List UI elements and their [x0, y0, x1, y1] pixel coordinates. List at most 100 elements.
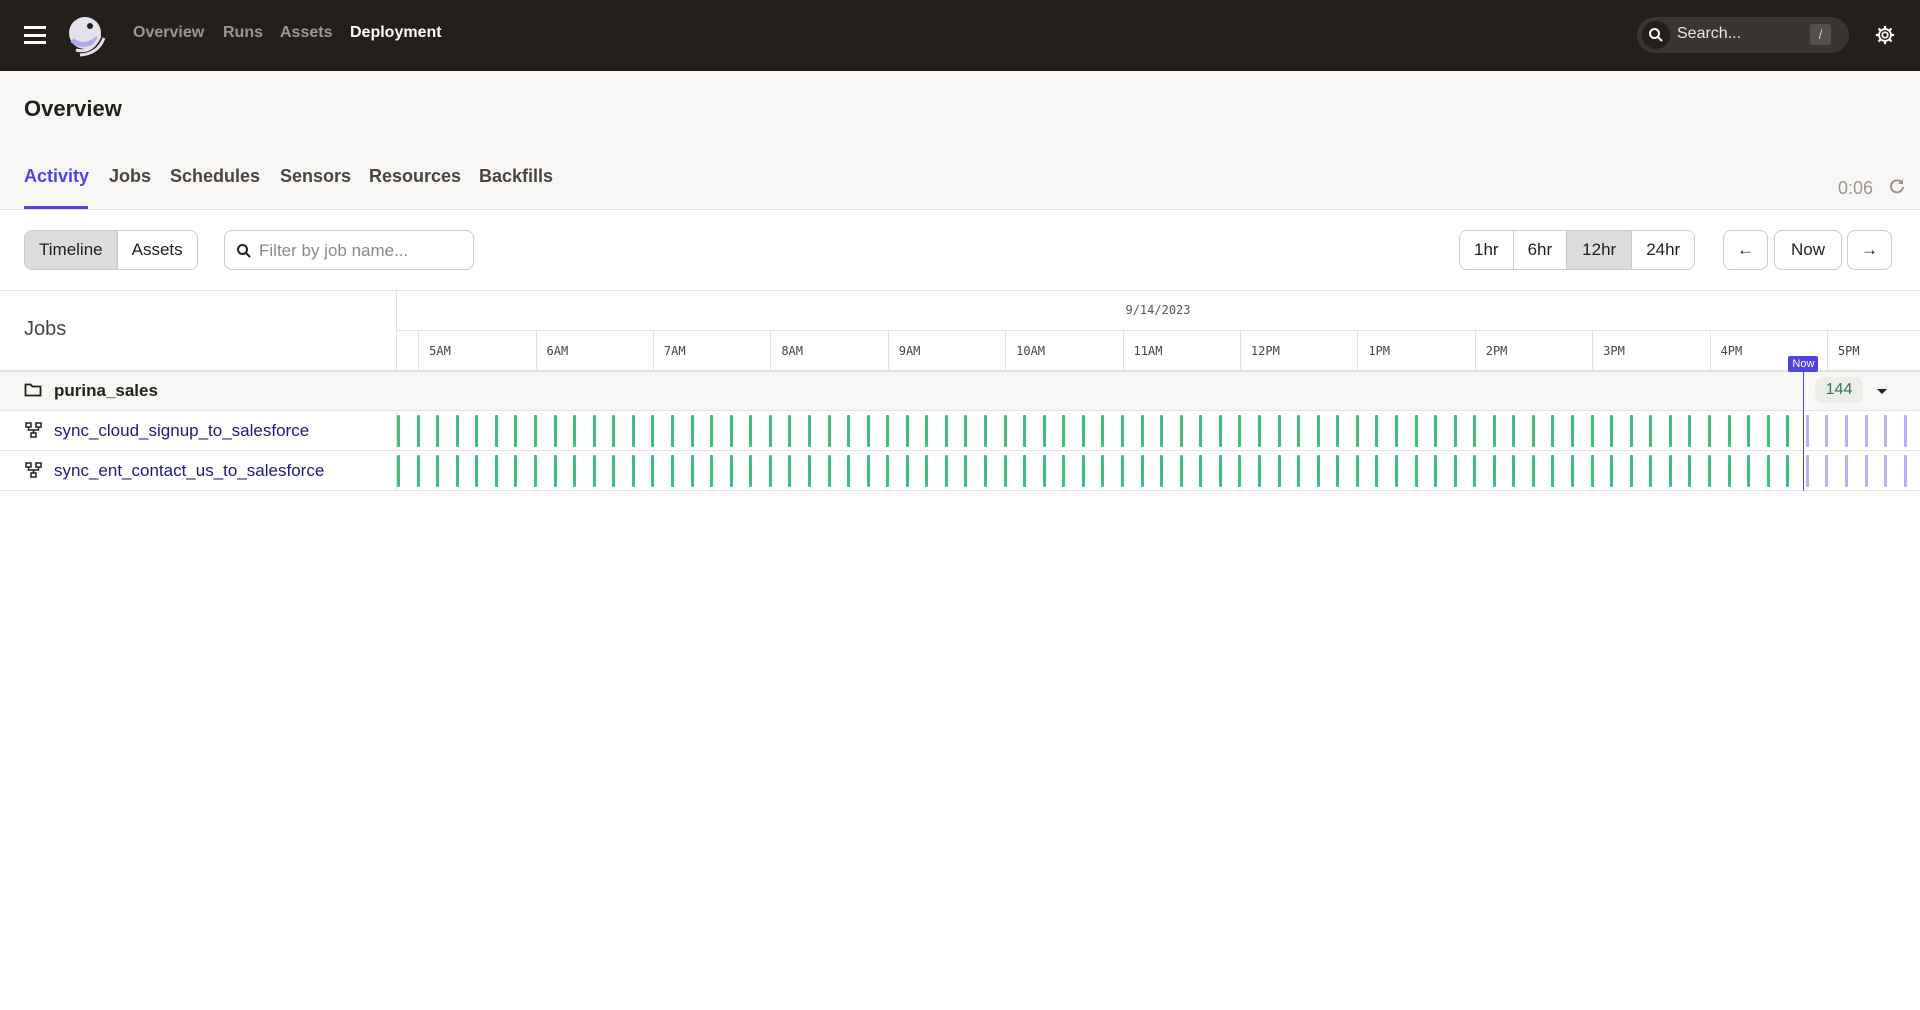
range-12hr-button[interactable]: 12hr [1567, 231, 1633, 269]
completed-run-tick[interactable] [1394, 415, 1398, 447]
completed-run-tick[interactable] [984, 415, 988, 447]
tab-activity[interactable]: Activity [24, 166, 90, 186]
completed-run-tick[interactable] [1316, 415, 1320, 447]
completed-run-tick[interactable] [1727, 415, 1731, 447]
completed-run-tick[interactable] [1218, 455, 1222, 487]
completed-run-tick[interactable] [494, 415, 498, 447]
completed-run-tick[interactable] [573, 415, 577, 447]
completed-run-tick[interactable] [710, 455, 714, 487]
completed-run-tick[interactable] [1199, 415, 1203, 447]
completed-run-tick[interactable] [944, 415, 948, 447]
completed-run-tick[interactable] [612, 455, 616, 487]
nav-deployment[interactable]: Deployment [350, 24, 442, 41]
completed-run-tick[interactable] [1434, 415, 1438, 447]
completed-run-tick[interactable] [1277, 455, 1281, 487]
completed-run-tick[interactable] [1297, 415, 1301, 447]
completed-run-tick[interactable] [1238, 455, 1242, 487]
nav-overview[interactable]: Overview [133, 24, 205, 41]
range-24hr-button[interactable]: 24hr [1632, 231, 1695, 269]
nav-runs[interactable]: Runs [223, 24, 263, 41]
completed-run-tick[interactable] [651, 455, 655, 487]
completed-run-tick[interactable] [1551, 415, 1555, 447]
completed-run-tick[interactable] [1101, 455, 1105, 487]
completed-run-tick[interactable] [475, 455, 479, 487]
tab-backfills[interactable]: Backfills [479, 166, 554, 186]
completed-run-tick[interactable] [1257, 415, 1261, 447]
completed-run-tick[interactable] [984, 455, 988, 487]
scheduled-run-tick[interactable] [1864, 455, 1868, 487]
tab-sensors[interactable]: Sensors [280, 166, 352, 186]
completed-run-tick[interactable] [1375, 415, 1379, 447]
scheduled-run-tick[interactable] [1825, 415, 1829, 447]
dagster-logo-icon[interactable] [64, 14, 108, 58]
completed-run-tick[interactable] [1121, 455, 1125, 487]
next-period-button[interactable]: → [1847, 230, 1892, 270]
completed-run-tick[interactable] [592, 455, 596, 487]
completed-run-tick[interactable] [729, 455, 733, 487]
completed-run-tick[interactable] [1590, 455, 1594, 487]
completed-run-tick[interactable] [1473, 455, 1477, 487]
completed-run-tick[interactable] [866, 455, 870, 487]
scheduled-run-tick[interactable] [1864, 415, 1868, 447]
completed-run-tick[interactable] [827, 455, 831, 487]
completed-run-tick[interactable] [416, 415, 420, 447]
completed-run-tick[interactable] [807, 455, 811, 487]
now-button[interactable]: Now [1774, 230, 1842, 270]
completed-run-tick[interactable] [494, 455, 498, 487]
completed-run-tick[interactable] [1668, 415, 1672, 447]
tab-jobs[interactable]: Jobs [109, 166, 152, 186]
scheduled-run-tick[interactable] [1805, 455, 1809, 487]
completed-run-tick[interactable] [436, 455, 440, 487]
completed-run-tick[interactable] [1668, 455, 1672, 487]
completed-run-tick[interactable] [1199, 455, 1203, 487]
completed-run-tick[interactable] [1179, 415, 1183, 447]
completed-run-tick[interactable] [729, 415, 733, 447]
completed-run-tick[interactable] [847, 455, 851, 487]
completed-run-tick[interactable] [1649, 415, 1653, 447]
completed-run-tick[interactable] [651, 415, 655, 447]
completed-run-tick[interactable] [749, 415, 753, 447]
completed-run-tick[interactable] [925, 415, 929, 447]
completed-run-tick[interactable] [1688, 455, 1692, 487]
chevron-down-icon[interactable] [1877, 389, 1887, 394]
completed-run-tick[interactable] [1297, 455, 1301, 487]
completed-run-tick[interactable] [1747, 455, 1751, 487]
completed-run-tick[interactable] [1727, 455, 1731, 487]
completed-run-tick[interactable] [905, 455, 909, 487]
completed-run-tick[interactable] [1512, 415, 1516, 447]
scheduled-run-tick[interactable] [1884, 415, 1888, 447]
completed-run-tick[interactable] [1140, 415, 1144, 447]
scheduled-run-tick[interactable] [1844, 455, 1848, 487]
completed-run-tick[interactable] [1786, 455, 1790, 487]
scheduled-run-tick[interactable] [1903, 455, 1907, 487]
completed-run-tick[interactable] [1062, 415, 1066, 447]
completed-run-tick[interactable] [1512, 455, 1516, 487]
completed-run-tick[interactable] [1766, 455, 1770, 487]
completed-run-tick[interactable] [1688, 415, 1692, 447]
completed-run-tick[interactable] [1023, 455, 1027, 487]
completed-run-tick[interactable] [1003, 415, 1007, 447]
completed-run-tick[interactable] [534, 415, 538, 447]
completed-run-tick[interactable] [1336, 455, 1340, 487]
completed-run-tick[interactable] [1336, 415, 1340, 447]
completed-run-tick[interactable] [670, 455, 674, 487]
completed-run-tick[interactable] [514, 415, 518, 447]
completed-run-tick[interactable] [788, 455, 792, 487]
completed-run-tick[interactable] [1140, 455, 1144, 487]
completed-run-tick[interactable] [455, 455, 459, 487]
completed-run-tick[interactable] [1257, 455, 1261, 487]
completed-run-tick[interactable] [553, 415, 557, 447]
timeline-view-button[interactable]: Timeline [25, 231, 118, 269]
scheduled-run-tick[interactable] [1844, 415, 1848, 447]
completed-run-tick[interactable] [1551, 455, 1555, 487]
completed-run-tick[interactable] [534, 455, 538, 487]
completed-run-tick[interactable] [1160, 415, 1164, 447]
completed-run-tick[interactable] [1629, 455, 1633, 487]
completed-run-tick[interactable] [1649, 455, 1653, 487]
completed-run-tick[interactable] [1238, 415, 1242, 447]
completed-run-tick[interactable] [1610, 415, 1614, 447]
range-6hr-button[interactable]: 6hr [1513, 231, 1568, 269]
completed-run-tick[interactable] [1414, 415, 1418, 447]
completed-run-tick[interactable] [768, 415, 772, 447]
completed-run-tick[interactable] [1375, 455, 1379, 487]
